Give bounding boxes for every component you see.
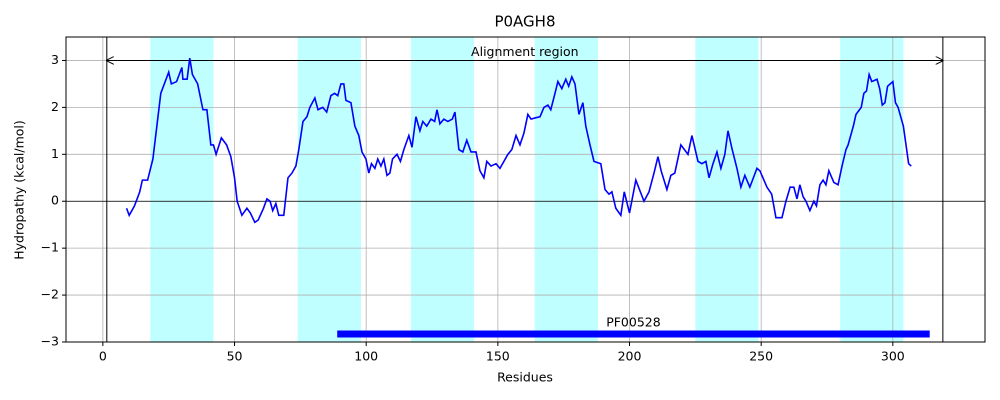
x-axis-label: Residues	[497, 370, 553, 385]
plot-frame	[65, 36, 986, 343]
y-tick-label: 2	[51, 99, 59, 114]
hydrophobic-region	[840, 37, 904, 342]
hydrophobic-region	[534, 37, 598, 342]
alignment-label: Alignment region	[471, 44, 579, 59]
hydrophobic-region	[410, 37, 475, 342]
y-tick-label: −3	[41, 334, 59, 349]
hydrophobic-region	[695, 37, 759, 342]
hydrophobic-region	[297, 37, 361, 342]
x-tick-label: 300	[881, 349, 905, 364]
hydropathy-line	[125, 57, 912, 224]
y-tick-label: 1	[51, 146, 59, 161]
y-tick-label: −2	[41, 287, 59, 302]
x-tick-label: 250	[749, 349, 773, 364]
x-tick-label: 100	[354, 349, 378, 364]
y-tick-label: 0	[51, 193, 59, 208]
x-tick-label: 0	[99, 349, 107, 364]
hydrophobic-region	[150, 37, 214, 342]
x-tick-label: 50	[227, 349, 243, 364]
y-tick-label: −1	[41, 240, 59, 255]
x-tick-label: 150	[486, 349, 510, 364]
domain-label: PF00528	[606, 315, 661, 330]
y-tick-label: 3	[51, 52, 59, 67]
y-axis-label: Hydropathy (kcal/mol)	[12, 120, 27, 260]
chart-title: P0AGH8	[494, 13, 555, 31]
x-tick-label: 200	[618, 349, 642, 364]
